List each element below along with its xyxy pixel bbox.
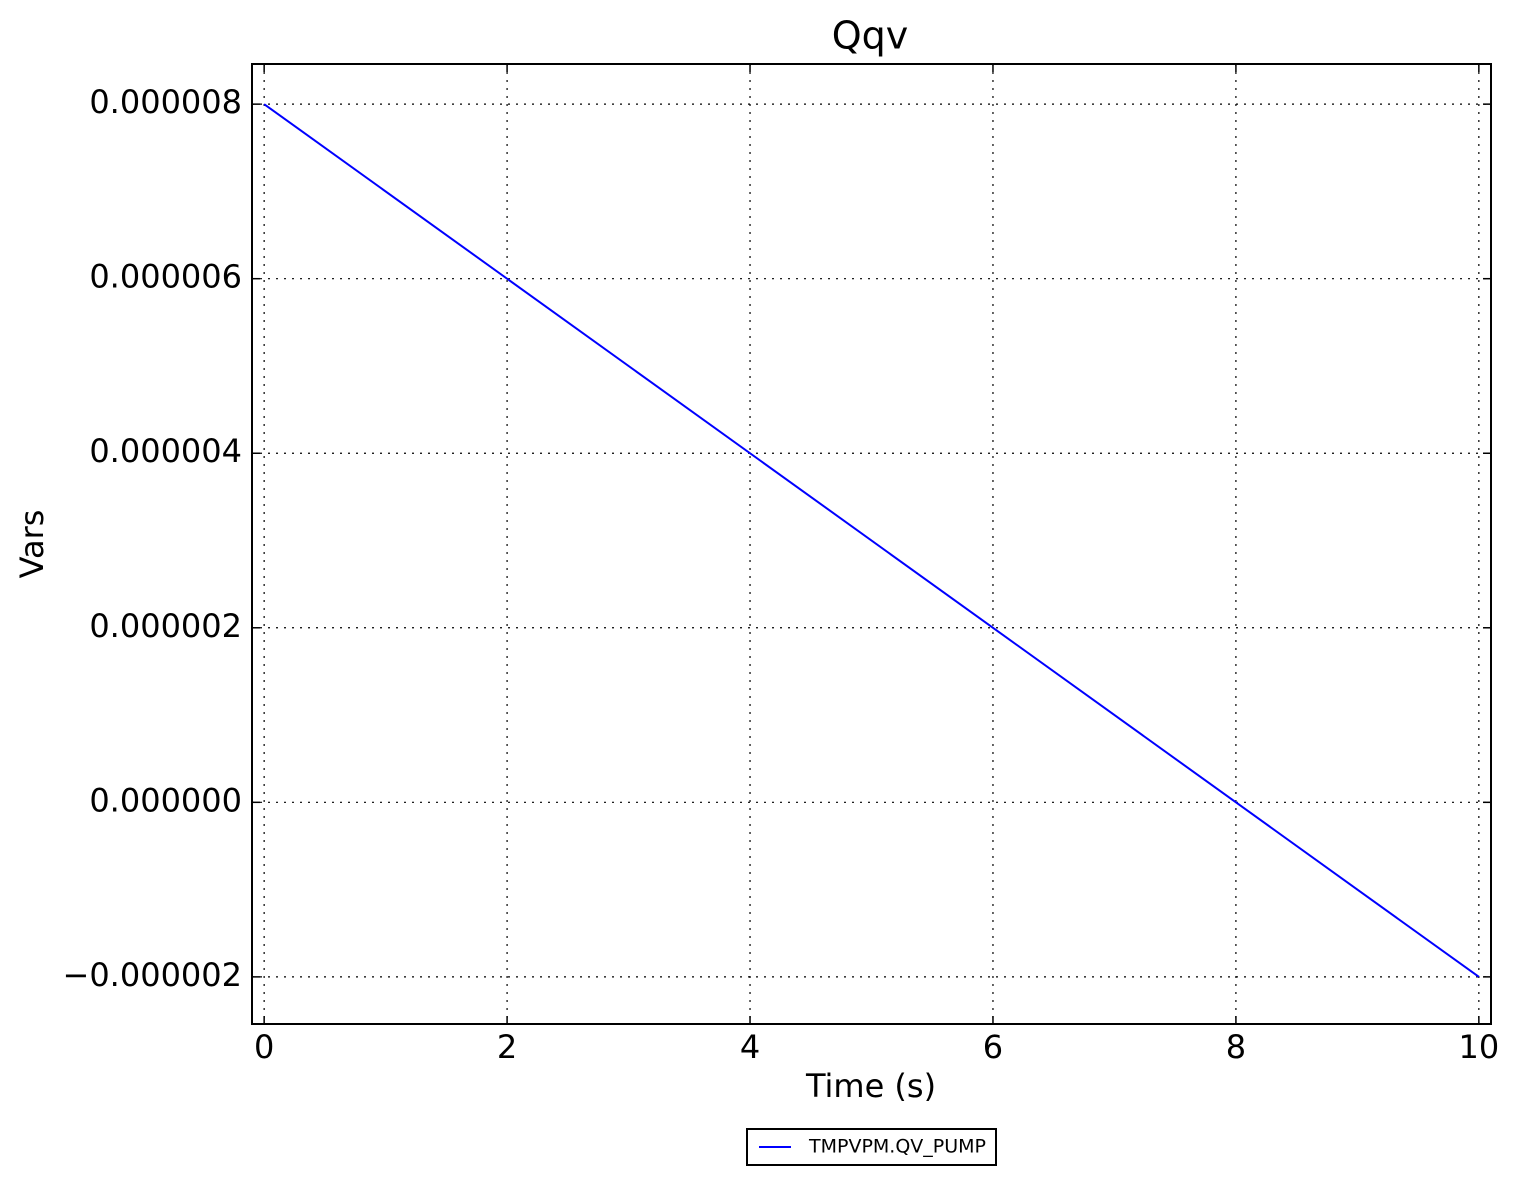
y-tick-label: 0.000004 xyxy=(89,432,242,470)
y-tick-label: 0.000002 xyxy=(89,607,242,645)
data-line xyxy=(263,103,1480,978)
y-tick-label: −0.000002 xyxy=(63,956,243,994)
y-tick-label: 0.000008 xyxy=(89,83,242,121)
x-tick-label: 0 xyxy=(254,1028,274,1066)
x-axis-label: Time (s) xyxy=(805,1067,936,1105)
y-tick-label: 0.000000 xyxy=(89,781,242,819)
x-tick-label: 4 xyxy=(740,1028,760,1066)
chart-title: Qqv xyxy=(832,14,909,58)
plot-frame xyxy=(251,63,1492,1025)
x-tick-label: 10 xyxy=(1458,1028,1499,1066)
x-tick-label: 6 xyxy=(983,1028,1003,1066)
x-tick-label: 8 xyxy=(1226,1028,1246,1066)
x-tick-label: 2 xyxy=(497,1028,517,1066)
legend-label: TMPVPM.QV_PUMP xyxy=(808,1136,986,1158)
y-tick-label: 0.000006 xyxy=(89,258,242,296)
y-axis-label: Vars xyxy=(13,510,51,579)
